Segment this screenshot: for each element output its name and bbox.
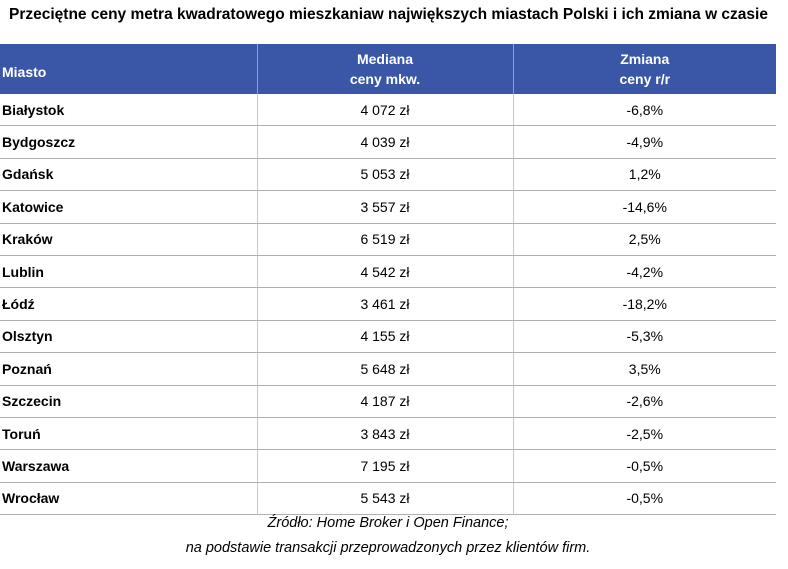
change-cell: -4,9% xyxy=(513,125,776,159)
change-cell: 2,5% xyxy=(513,223,776,256)
change-cell: -14,6% xyxy=(513,190,776,224)
city-cell: Gdańsk xyxy=(0,158,258,192)
source-note: Źródło: Home Broker i Open Finance; na p… xyxy=(0,511,776,561)
city-cell: Warszawa xyxy=(0,449,258,483)
change-cell: -2,5% xyxy=(513,417,776,451)
table-row: Warszawa 7 195 zł -0,5% xyxy=(0,449,776,483)
column-header-change: Zmiana ceny r/r xyxy=(513,44,776,94)
change-cell: 3,5% xyxy=(513,352,776,386)
price-cell: 3 461 zł xyxy=(257,287,514,321)
header-row: Miasto Mediana ceny mkw. Zmiana ceny r/r xyxy=(0,44,776,94)
change-cell: -6,8% xyxy=(513,94,776,127)
price-cell: 5 543 zł xyxy=(257,482,514,516)
change-cell: -0,5% xyxy=(513,482,776,516)
column-header-change-line1: Zmiana xyxy=(620,51,670,67)
price-cell: 6 519 zł xyxy=(257,223,514,256)
change-cell: -4,2% xyxy=(513,255,776,289)
city-cell: Bydgoszcz xyxy=(0,125,258,159)
column-header-change-line2: ceny r/r xyxy=(619,71,671,87)
column-header-median: Mediana ceny mkw. xyxy=(257,44,514,94)
city-cell: Toruń xyxy=(0,417,258,451)
table-row: Lublin 4 542 zł -4,2% xyxy=(0,255,776,289)
table-row: Kraków 6 519 zł 2,5% xyxy=(0,223,776,256)
city-cell: Łódź xyxy=(0,287,258,321)
price-cell: 3 557 zł xyxy=(257,190,514,224)
table-row: Białystok 4 072 zł -6,8% xyxy=(0,94,776,127)
price-table: Miasto Mediana ceny mkw. Zmiana ceny r/r… xyxy=(0,44,776,516)
city-cell: Lublin xyxy=(0,255,258,289)
price-cell: 4 542 zł xyxy=(257,255,514,289)
city-cell: Kraków xyxy=(0,223,258,256)
table-row: Wrocław 5 543 zł -0,5% xyxy=(0,482,776,516)
price-cell: 4 072 zł xyxy=(257,94,514,127)
city-cell: Katowice xyxy=(0,190,258,224)
column-header-median-line2: ceny mkw. xyxy=(349,71,421,87)
column-header-city: Miasto xyxy=(0,44,258,94)
price-cell: 5 648 zł xyxy=(257,352,514,386)
change-cell: -18,2% xyxy=(513,287,776,321)
change-cell: -5,3% xyxy=(513,320,776,354)
table-body: Białystok 4 072 zł -6,8% Bydgoszcz 4 039… xyxy=(0,94,776,516)
change-cell: 1,2% xyxy=(513,158,776,192)
source-line-1: Źródło: Home Broker i Open Finance; xyxy=(267,515,509,531)
price-cell: 4 187 zł xyxy=(257,385,514,418)
page-title: Przeciętne ceny metra kwadratowego miesz… xyxy=(9,6,768,23)
city-cell: Wrocław xyxy=(0,482,258,516)
table-row: Poznań 5 648 zł 3,5% xyxy=(0,352,776,386)
price-cell: 7 195 zł xyxy=(257,449,514,483)
city-cell: Olsztyn xyxy=(0,320,258,354)
table-row: Olsztyn 4 155 zł -5,3% xyxy=(0,320,776,354)
change-cell: -0,5% xyxy=(513,449,776,483)
table-row: Gdańsk 5 053 zł 1,2% xyxy=(0,158,776,192)
price-cell: 5 053 zł xyxy=(257,158,514,192)
table-row: Szczecin 4 187 zł -2,6% xyxy=(0,385,776,418)
city-cell: Szczecin xyxy=(0,385,258,418)
price-cell: 4 155 zł xyxy=(257,320,514,354)
table-row: Bydgoszcz 4 039 zł -4,9% xyxy=(0,125,776,159)
table-row: Toruń 3 843 zł -2,5% xyxy=(0,417,776,451)
source-line-2: na podstawie transakcji przeprowadzonych… xyxy=(185,540,591,556)
city-cell: Poznań xyxy=(0,352,258,386)
city-cell: Białystok xyxy=(0,94,258,127)
change-cell: -2,6% xyxy=(513,385,776,418)
table-row: Katowice 3 557 zł -14,6% xyxy=(0,190,776,224)
table-row: Łódź 3 461 zł -18,2% xyxy=(0,287,776,321)
price-cell: 4 039 zł xyxy=(257,125,514,159)
column-header-median-line1: Mediana xyxy=(356,51,413,67)
table-header: Miasto Mediana ceny mkw. Zmiana ceny r/r xyxy=(0,44,776,94)
price-cell: 3 843 zł xyxy=(257,417,514,451)
